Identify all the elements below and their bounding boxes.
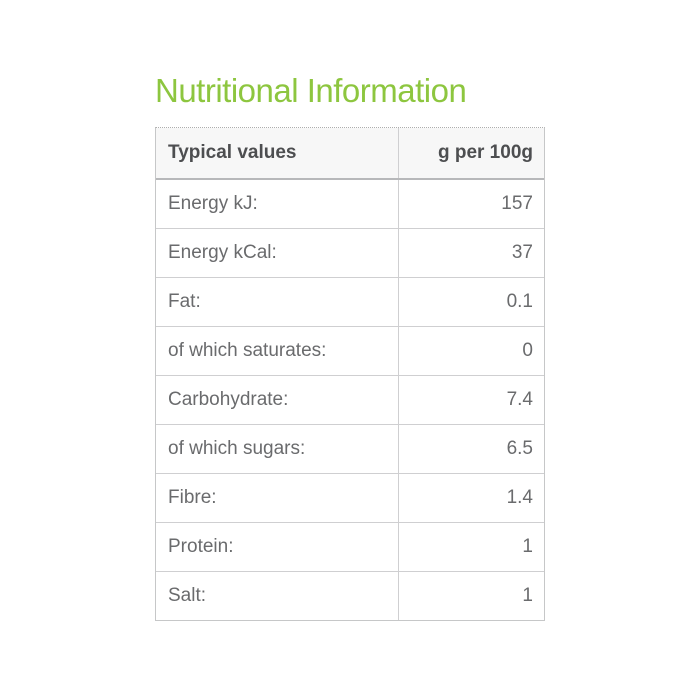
- table-row: of which saturates: 0: [156, 326, 544, 376]
- col-header-typical-values: Typical values: [156, 128, 399, 180]
- row-value: 1: [398, 571, 544, 620]
- row-label: Energy kCal:: [156, 228, 399, 278]
- table-header: Typical values g per 100g: [156, 128, 544, 180]
- row-label: of which saturates:: [156, 326, 399, 376]
- page-title: Nutritional Information: [155, 72, 467, 109]
- col-header-g-per-100g: g per 100g: [398, 128, 544, 180]
- row-value: 7.4: [398, 375, 544, 425]
- row-value: 0.1: [398, 277, 544, 327]
- row-value: 157: [398, 179, 544, 229]
- table-row: of which sugars: 6.5: [156, 424, 544, 474]
- nutrition-table-container: Typical values g per 100g Energy kJ: 157…: [155, 127, 545, 621]
- table-row: Fat: 0.1: [156, 277, 544, 327]
- table-row: Carbohydrate: 7.4: [156, 375, 544, 425]
- row-label: Fibre:: [156, 473, 399, 523]
- table-body: Energy kJ: 157 Energy kCal: 37 Fat: 0.1 …: [156, 179, 544, 620]
- row-value: 0: [398, 326, 544, 376]
- row-label: Carbohydrate:: [156, 375, 399, 425]
- row-value: 1.4: [398, 473, 544, 523]
- header-row: Typical values g per 100g: [156, 128, 544, 180]
- table-row: Protein: 1: [156, 522, 544, 572]
- nutrition-table: Typical values g per 100g Energy kJ: 157…: [156, 128, 544, 620]
- table-row: Fibre: 1.4: [156, 473, 544, 523]
- row-value: 37: [398, 228, 544, 278]
- nutrition-panel: Nutritional Information Typical values g…: [155, 72, 545, 621]
- row-label: Energy kJ:: [156, 179, 399, 229]
- row-label: Fat:: [156, 277, 399, 327]
- row-value: 1: [398, 522, 544, 572]
- table-row: Energy kJ: 157: [156, 179, 544, 229]
- row-label: of which sugars:: [156, 424, 399, 474]
- row-value: 6.5: [398, 424, 544, 474]
- table-row: Salt: 1: [156, 571, 544, 620]
- table-row: Energy kCal: 37: [156, 228, 544, 278]
- row-label: Protein:: [156, 522, 399, 572]
- row-label: Salt:: [156, 571, 399, 620]
